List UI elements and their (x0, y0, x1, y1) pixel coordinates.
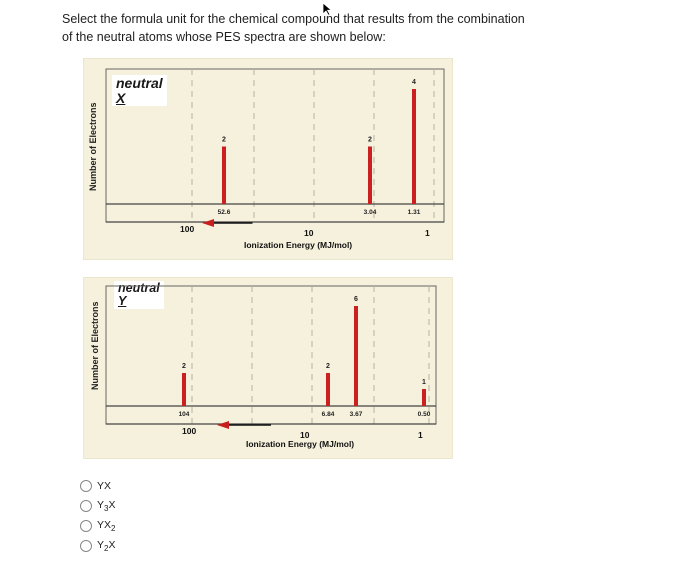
spectrum-peak (422, 389, 426, 406)
answer-label: Y2X (97, 538, 116, 554)
x-axis-title: Ionization Energy (MJ/mol) (244, 240, 353, 250)
neutral-word: neutral (116, 75, 163, 91)
peak-energy-label: 6.84 (322, 411, 335, 418)
question-text: Select the formula unit for the chemical… (62, 10, 532, 46)
radio-button[interactable] (80, 480, 92, 492)
spectrum-peak (182, 373, 186, 406)
peak-electron-count: 2 (326, 363, 330, 370)
tick-label-1: 1 (425, 228, 430, 238)
peak-energy-label: 104 (179, 411, 190, 418)
neutral-word: neutral (118, 281, 160, 295)
peak-electron-count: 1 (422, 379, 426, 386)
tick-label-100: 100 (180, 224, 195, 234)
answer-choices: YX Y3X YX2 Y2X (80, 476, 115, 556)
tick-label-10: 10 (300, 430, 310, 440)
plot-frame (105, 285, 437, 425)
pes-spectrum-y-plot: 2 104 2 6.84 6 3.67 1 0.50 (105, 285, 437, 429)
neutral-atom-label: neutral X (112, 75, 167, 107)
peak-energy-label: 3.67 (350, 411, 363, 418)
arrow-head-icon (217, 421, 229, 429)
x-axis-title: Ionization Energy (MJ/mol) (246, 439, 355, 449)
peak-electron-count: 2 (222, 137, 226, 144)
question-line-1: Select the formula unit for the chemical… (62, 12, 525, 26)
peak-energy-label: 3.04 (364, 209, 377, 216)
spectrum-peak (368, 146, 372, 204)
peak-energy-label: 52.6 (218, 209, 231, 216)
peak-electron-count: 6 (354, 296, 358, 303)
answer-choice-yx2[interactable]: YX2 (80, 516, 115, 536)
spectrum-peak (412, 89, 416, 204)
atom-symbol: Y (118, 294, 127, 309)
tick-label-1: 1 (418, 430, 423, 440)
answer-choice-y3x[interactable]: Y3X (80, 496, 115, 516)
arrow-head-icon (202, 219, 214, 227)
spectrum-peak (354, 306, 358, 406)
peak-electron-count: 2 (182, 363, 186, 370)
answer-label: Y3X (97, 498, 116, 514)
tick-label-100: 100 (182, 426, 197, 436)
radio-button[interactable] (80, 500, 92, 512)
answer-label: YX2 (97, 518, 116, 534)
question-line-2: of the neutral atoms whose PES spectra a… (62, 30, 386, 44)
tick-label-10: 10 (304, 228, 314, 238)
peak-electron-count: 2 (368, 137, 372, 144)
radio-button[interactable] (80, 540, 92, 552)
peak-energy-label: 1.31 (408, 209, 421, 216)
pes-spectrum-x-panel: Number of Electrons neutral X 2 52.6 2 3.04… (83, 58, 453, 260)
pes-spectrum-x-plot: 2 52.6 2 3.04 4 1.31 (105, 68, 445, 227)
pes-spectrum-y-panel: Number of Electrons neutral Y 2 104 2 6.84 6… (83, 277, 453, 459)
plot-frame (105, 68, 445, 223)
spectrum-peak (326, 373, 330, 406)
answer-choice-yx[interactable]: YX (80, 476, 115, 496)
answer-label: YX (97, 480, 112, 492)
mouse-cursor-icon (322, 2, 333, 16)
radio-button[interactable] (80, 520, 92, 532)
atom-symbol: X (116, 89, 126, 106)
peak-electron-count: 4 (412, 79, 416, 86)
answer-choice-y2x[interactable]: Y2X (80, 536, 115, 556)
spectrum-peak (222, 146, 226, 204)
peak-energy-label: 0.50 (418, 411, 431, 418)
